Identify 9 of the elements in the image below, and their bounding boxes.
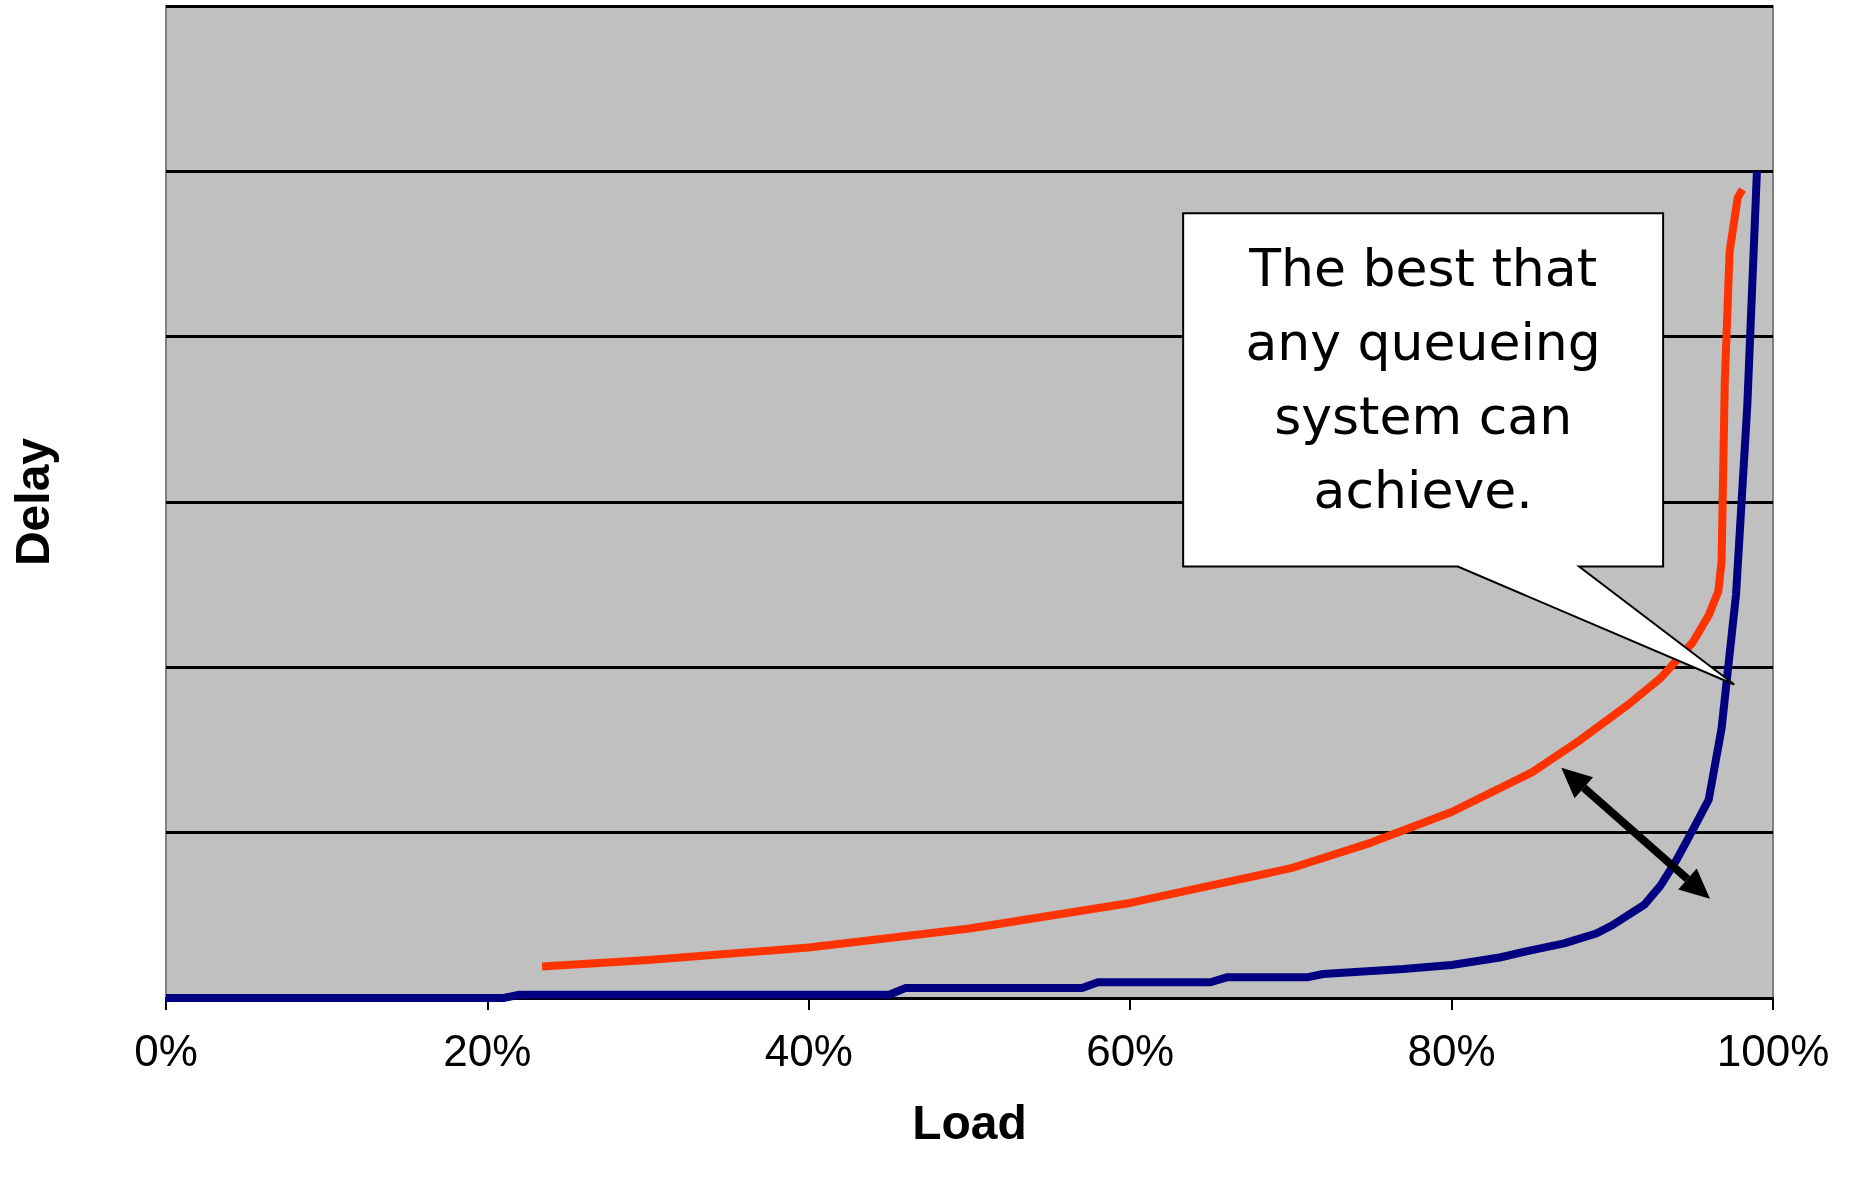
x-tick-label: 40% bbox=[764, 1025, 853, 1075]
annotation: The best that any queueing system can achieve. bbox=[1244, 237, 1602, 523]
x-axis-title: Load bbox=[912, 1095, 1027, 1149]
x-tick-label: 100% bbox=[1716, 1025, 1830, 1075]
x-tick-label: 60% bbox=[1086, 1025, 1175, 1075]
x-tick-label: 20% bbox=[443, 1025, 532, 1075]
y-axis-title: Delay bbox=[5, 437, 59, 567]
x-tick-label: 80% bbox=[1407, 1025, 1496, 1075]
x-tick-label: 0% bbox=[134, 1025, 198, 1075]
